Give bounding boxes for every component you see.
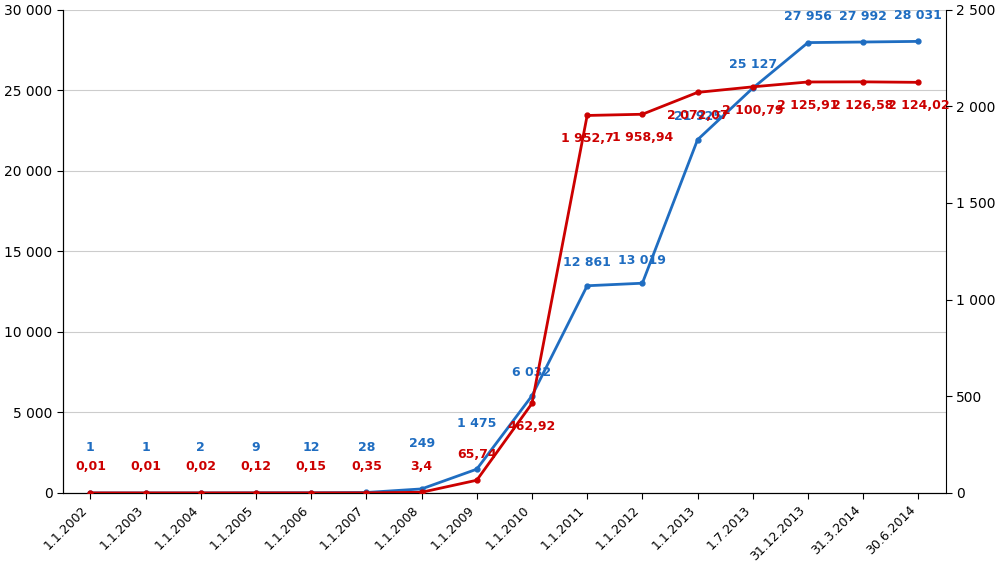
Text: 1 958,94: 1 958,94: [612, 131, 673, 144]
Text: 0,35: 0,35: [351, 460, 382, 473]
Text: 1 475: 1 475: [457, 417, 496, 430]
Text: 27 992: 27 992: [839, 10, 887, 23]
Text: 2 126,58: 2 126,58: [832, 99, 894, 112]
Text: 21 925: 21 925: [674, 110, 722, 123]
Text: 0,01: 0,01: [130, 460, 161, 473]
Text: 2 100,79: 2 100,79: [722, 104, 783, 116]
Text: 25 127: 25 127: [729, 58, 777, 71]
Text: 3,4: 3,4: [411, 460, 433, 473]
Text: 0,12: 0,12: [241, 460, 272, 473]
Text: 0,02: 0,02: [185, 460, 216, 473]
Text: 2 072,07: 2 072,07: [667, 109, 728, 122]
Text: 2 125,91: 2 125,91: [777, 99, 839, 112]
Text: 9: 9: [252, 441, 260, 454]
Text: 65,74: 65,74: [457, 448, 497, 461]
Text: 249: 249: [409, 437, 435, 450]
Text: 1 952,7: 1 952,7: [561, 132, 614, 145]
Text: 28: 28: [358, 441, 375, 454]
Text: 462,92: 462,92: [508, 420, 556, 433]
Text: 12 861: 12 861: [563, 256, 611, 269]
Text: 28 031: 28 031: [894, 9, 942, 22]
Text: 27 956: 27 956: [784, 10, 832, 23]
Text: 0,01: 0,01: [75, 460, 106, 473]
Text: 1: 1: [86, 441, 95, 454]
Text: 0,15: 0,15: [296, 460, 327, 473]
Text: 1: 1: [141, 441, 150, 454]
Text: 12: 12: [302, 441, 320, 454]
Text: 2: 2: [196, 441, 205, 454]
Text: 13 019: 13 019: [618, 253, 666, 266]
Text: 6 032: 6 032: [512, 366, 552, 379]
Text: 2 124,02: 2 124,02: [888, 99, 949, 112]
